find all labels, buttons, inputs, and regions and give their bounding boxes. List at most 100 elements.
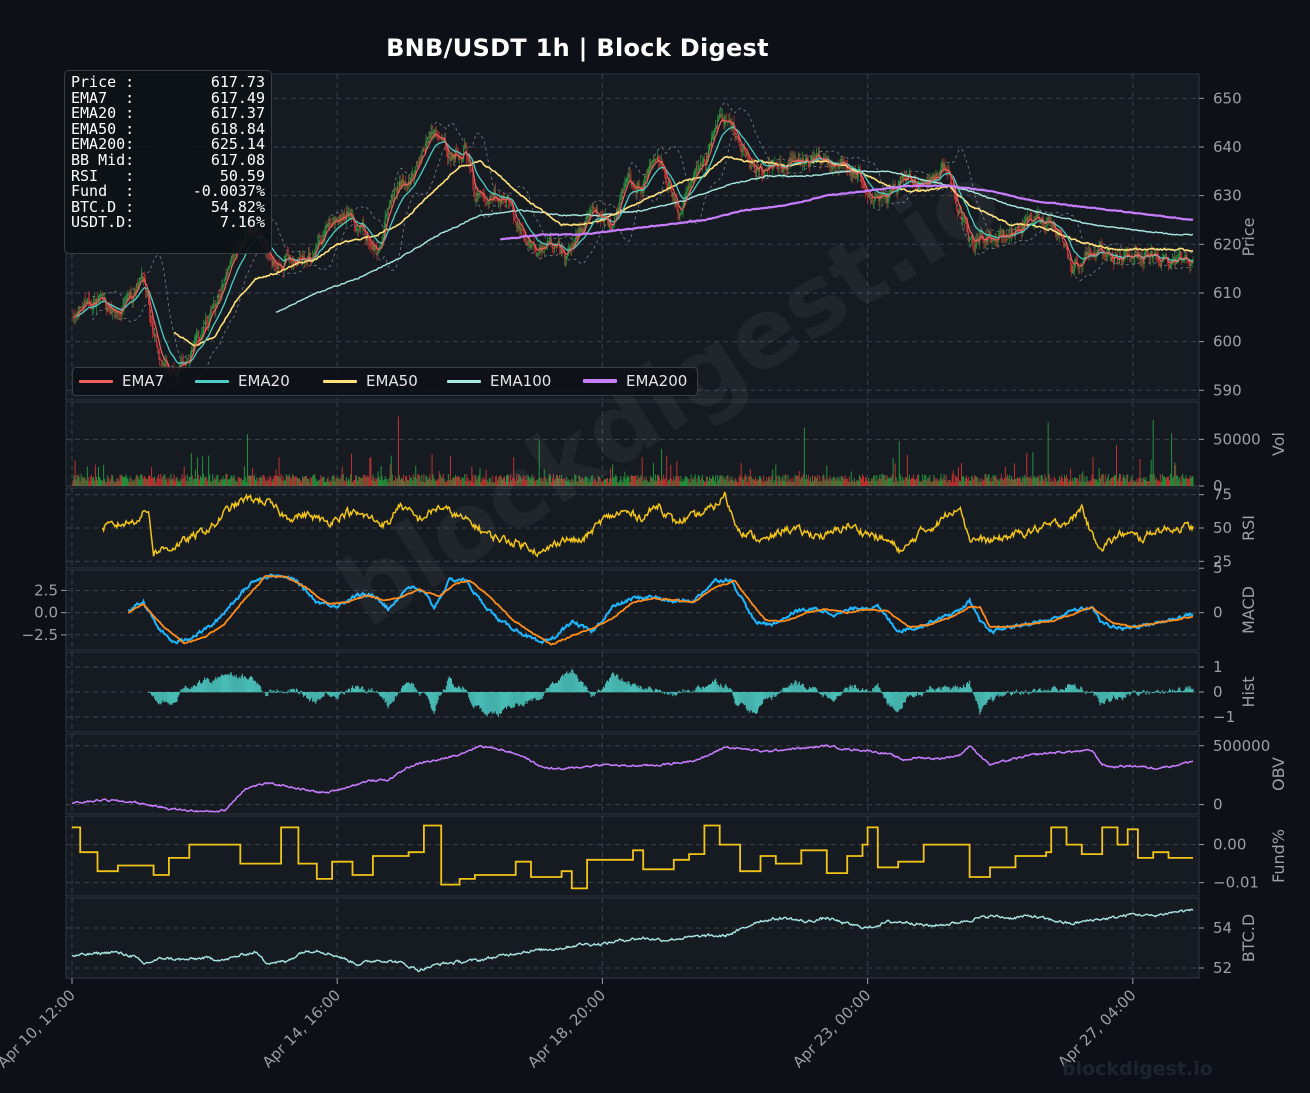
volume-bar	[797, 475, 799, 486]
hist-bar	[1051, 687, 1053, 693]
candle-body	[1033, 222, 1035, 224]
volume-bar	[477, 477, 479, 486]
volume-bar	[256, 477, 258, 486]
hist-bar	[986, 692, 988, 703]
volume-bar	[976, 476, 978, 486]
volume-bar	[79, 481, 81, 486]
candle-body	[1025, 217, 1027, 221]
candle-body	[1002, 231, 1004, 238]
volume-bar	[595, 481, 597, 486]
volume-bar	[112, 475, 114, 486]
volume-bar	[664, 479, 666, 486]
volume-bar	[1131, 475, 1133, 486]
candle-body	[792, 158, 794, 160]
candle-body	[690, 181, 692, 186]
volume-bar	[765, 480, 767, 486]
volume-bar	[729, 476, 731, 486]
volume-bar	[546, 481, 548, 486]
hist-bar	[657, 690, 660, 693]
candle-body	[425, 141, 427, 152]
candle-body	[833, 166, 835, 168]
volume-bar	[923, 479, 925, 486]
hist-bar	[868, 691, 870, 693]
hist-bar	[887, 692, 889, 706]
hist-bar	[457, 688, 459, 693]
hist-bar	[377, 692, 379, 693]
volume-bar	[162, 476, 164, 486]
candle-body	[232, 255, 234, 258]
volume-bar	[1060, 475, 1062, 486]
hist-bar	[1173, 691, 1175, 693]
volume-bar	[890, 477, 892, 486]
volume-bar	[583, 480, 585, 486]
volume-bar	[501, 479, 503, 486]
hist-bar	[1107, 692, 1109, 701]
volume-bar	[699, 480, 701, 486]
candle-body	[224, 279, 226, 285]
candle-body	[203, 327, 205, 335]
volume-bar	[234, 479, 236, 486]
hist-bar	[1098, 692, 1100, 703]
candle-body	[355, 227, 357, 232]
volume-bar	[892, 458, 894, 486]
volume-bar	[1043, 481, 1045, 486]
hist-bar	[171, 692, 173, 705]
hist-bar	[1108, 692, 1110, 703]
candle-body	[779, 162, 781, 165]
volume-bar	[193, 478, 195, 486]
volume-bar	[590, 476, 592, 486]
candle-body	[968, 232, 970, 242]
volume-bar	[210, 481, 212, 486]
hist-bar	[1080, 686, 1082, 693]
volume-bar	[336, 478, 338, 486]
hist-bar	[239, 678, 241, 693]
volume-bar	[91, 478, 93, 486]
hist-bar	[976, 692, 978, 702]
hist-bar	[1158, 692, 1160, 693]
volume-bar	[410, 478, 412, 486]
volume-bar	[1156, 480, 1158, 486]
chart-title: BNB/USDT 1h | Block Digest	[386, 34, 769, 62]
hist-bar	[459, 686, 461, 693]
volume-bar	[839, 480, 841, 486]
candle-body	[308, 254, 310, 258]
volume-bar	[728, 481, 730, 486]
candle-body	[923, 180, 925, 184]
hist-bar	[234, 677, 236, 693]
volume-bar	[1154, 479, 1156, 486]
volume-bar	[141, 475, 143, 486]
volume-bar	[391, 474, 393, 486]
candle-body	[609, 224, 610, 227]
hist-bar	[813, 687, 815, 693]
volume-bar	[561, 474, 563, 486]
hist-bar	[598, 690, 600, 693]
candle-body	[834, 166, 836, 168]
hist-bar	[574, 673, 576, 693]
candle-body	[1044, 227, 1046, 229]
volume-bar	[185, 480, 187, 486]
candle-body	[650, 162, 652, 164]
hist-bar	[329, 692, 331, 697]
x-tick-label: Apr 18, 20:00	[524, 986, 609, 1071]
volume-bar	[488, 478, 490, 486]
volume-bar	[341, 466, 343, 486]
hist-bar	[451, 683, 454, 693]
hist-bar	[484, 692, 486, 715]
hist-bar	[1089, 692, 1091, 693]
hist-bar	[625, 681, 627, 693]
volume-bar	[746, 481, 748, 486]
volume-bar	[1159, 474, 1161, 486]
hist-bar	[185, 686, 187, 693]
hist-bar	[590, 692, 592, 698]
candle-body	[191, 349, 193, 353]
hist-bar	[265, 692, 267, 696]
hist-bar	[873, 688, 875, 693]
hist-bar	[165, 692, 167, 702]
hist-bar	[454, 687, 457, 693]
volume-bar	[549, 474, 551, 486]
hist-bar	[500, 692, 502, 714]
hist-bar	[764, 692, 766, 699]
hist-bar	[819, 692, 821, 694]
volume-bar	[944, 480, 946, 486]
